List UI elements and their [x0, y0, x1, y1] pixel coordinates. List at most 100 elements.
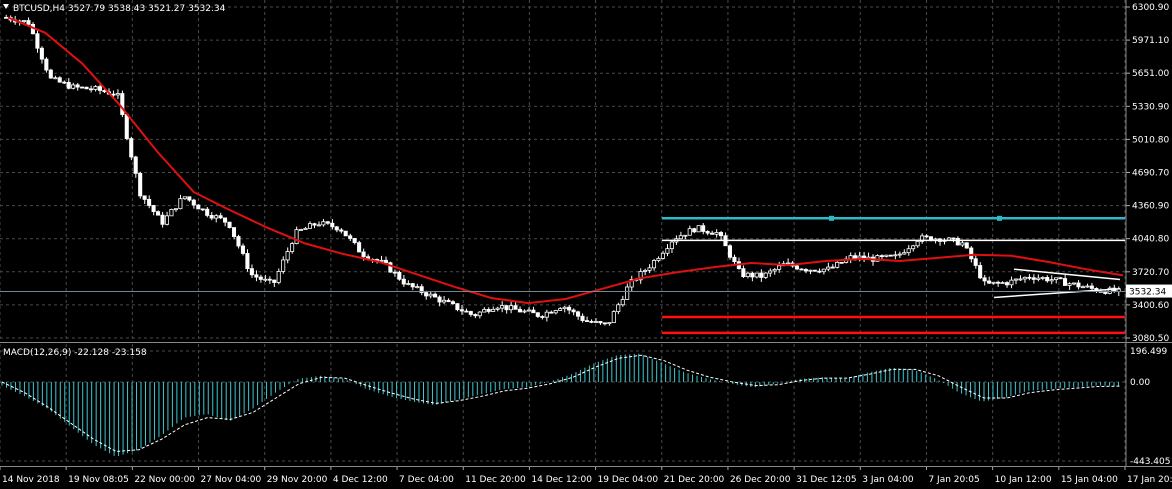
candle-body	[482, 309, 487, 313]
candle-body	[1058, 277, 1063, 280]
candle-body	[745, 272, 750, 278]
candle-body	[504, 305, 509, 311]
candle-body	[669, 241, 674, 250]
candle-body	[531, 309, 536, 314]
candle-body	[97, 86, 102, 91]
candle-body	[316, 224, 321, 227]
candle-body	[687, 228, 692, 236]
candle-body	[678, 235, 683, 240]
candle-body	[995, 281, 1001, 284]
candle-body	[187, 196, 192, 201]
candle-body	[455, 303, 460, 311]
candle-body	[223, 217, 228, 223]
candle-body	[196, 204, 201, 210]
x-tick-label: 26 Dec 20:00	[730, 475, 791, 485]
y-tick-label: 3720.70	[1132, 268, 1169, 278]
candle-body	[906, 248, 911, 254]
candle-body	[888, 254, 893, 257]
candle-body	[428, 293, 433, 297]
x-tick-label: 14 Nov 2018	[2, 475, 60, 485]
candle-body	[1018, 278, 1023, 281]
y-tick-label: 5651.00	[1132, 69, 1169, 79]
candle-body	[741, 268, 746, 278]
candle-body	[920, 235, 925, 242]
candle-body	[839, 261, 844, 264]
candle-body	[200, 208, 205, 211]
x-tick-label: 19 Dec 04:00	[598, 475, 659, 485]
macd-signal-line	[1, 354, 1122, 453]
candle-body	[138, 172, 143, 197]
candle-body	[535, 312, 540, 317]
y-tick-label: 4690.70	[1132, 169, 1169, 179]
candle-body	[987, 280, 992, 284]
candle-body	[1004, 282, 1009, 286]
candle-body	[718, 232, 724, 237]
candle-body	[540, 316, 545, 318]
candle-body	[853, 255, 858, 259]
candle-body	[915, 240, 920, 247]
candle-body	[955, 237, 960, 246]
candle-body	[357, 242, 362, 253]
candle-body	[584, 320, 590, 323]
resistance-handle	[997, 215, 1002, 221]
candle-body	[777, 265, 782, 270]
candle-body	[1013, 278, 1018, 281]
candle-body	[325, 221, 330, 224]
candle-body	[477, 311, 482, 317]
candle-body	[960, 242, 965, 246]
candle-body	[924, 235, 929, 238]
candle-body	[156, 211, 161, 216]
x-tick-label: 4 Dec 12:00	[333, 475, 388, 485]
candle-body	[508, 305, 514, 311]
candle-body	[812, 269, 817, 272]
candle-body	[602, 322, 607, 325]
candle-body	[1000, 282, 1005, 284]
dropdown-triangle-icon	[3, 4, 9, 9]
candle-body	[1089, 285, 1094, 289]
candle-body	[330, 222, 335, 228]
candle-body	[982, 277, 987, 282]
candle-body	[419, 286, 424, 293]
candle-body	[884, 254, 889, 257]
candle-body	[424, 292, 429, 297]
candle-body	[88, 88, 94, 91]
candle-body	[227, 221, 232, 228]
candle-body	[486, 309, 491, 312]
candle-body	[799, 268, 804, 271]
candle-body	[1049, 279, 1054, 282]
candle-body	[218, 215, 223, 219]
candle-body	[973, 258, 978, 266]
candle-body	[53, 77, 58, 80]
candle-body	[334, 226, 339, 231]
symbol-header: BTCUSD,H4 3527.79 3538.43 3521.27 3532.3…	[13, 4, 226, 14]
candle-body	[312, 223, 317, 226]
candle-body	[696, 225, 701, 233]
candle-body	[857, 255, 862, 259]
resistance-handle	[829, 215, 834, 221]
candle-body	[705, 231, 710, 234]
candle-body	[267, 278, 272, 281]
candle-body	[656, 258, 661, 261]
y-tick-label: 5971.10	[1132, 36, 1169, 46]
candle-body	[397, 271, 402, 280]
candle-body	[303, 227, 308, 230]
candle-body	[768, 270, 773, 274]
candle-body	[410, 283, 415, 288]
candle-body	[240, 245, 245, 254]
macd-header: MACD(12,26,9) -22.128 -23.158	[3, 348, 147, 358]
candle-body	[951, 237, 956, 240]
candle-body	[491, 308, 496, 312]
candle-body	[576, 311, 581, 317]
candle-body	[379, 259, 384, 262]
candle-body	[473, 314, 478, 317]
candle-body	[71, 84, 76, 89]
candle-body	[750, 272, 755, 278]
candle-body	[1063, 278, 1068, 286]
candle-body	[84, 86, 89, 90]
candle-body	[978, 265, 983, 279]
x-tick-label: 19 Nov 08:05	[68, 475, 129, 485]
candle-body	[191, 199, 196, 206]
candle-body	[897, 253, 902, 256]
macd-y-tick-label: 0.00	[1130, 378, 1150, 388]
